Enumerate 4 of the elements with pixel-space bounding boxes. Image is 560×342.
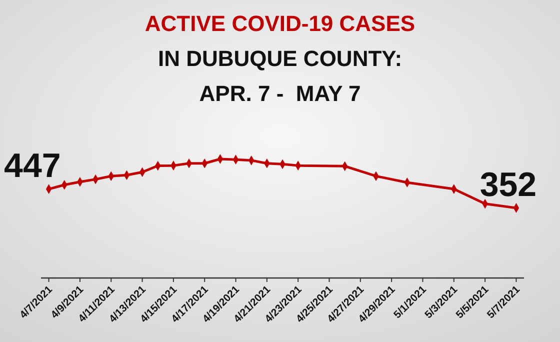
chart-title: ACTIVE COVID-19 CASES bbox=[144, 11, 416, 36]
data-label: 447 bbox=[4, 147, 61, 186]
data-label: 352 bbox=[480, 166, 537, 204]
chart-subtitle: IN DUBUQUE COUNTY: APR. 7 - MAY 7 bbox=[158, 46, 402, 106]
